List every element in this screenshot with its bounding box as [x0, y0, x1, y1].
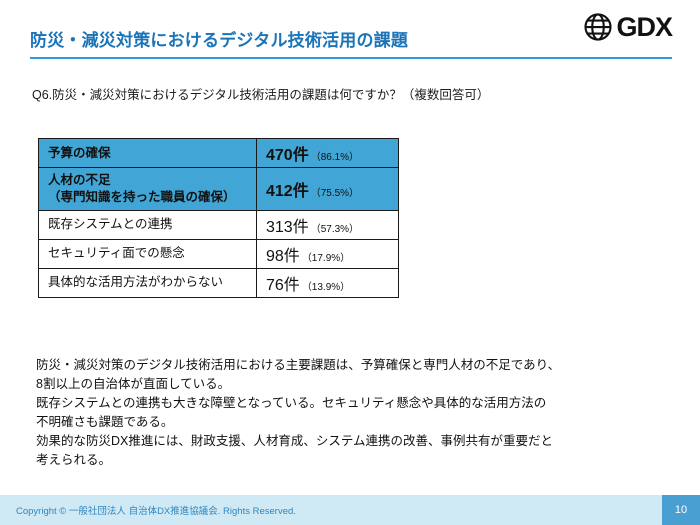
row-value: 313件 （57.3%） [256, 209, 399, 240]
row-label-text: 既存システムとの連携 [48, 217, 173, 232]
summary-line: 考えられる。 [36, 453, 112, 467]
footer: Copyright © 一般社団法人 自治体DX推進協議会. Rights Re… [0, 495, 700, 525]
globe-icon [583, 12, 613, 42]
row-label: 既存システムとの連携 [38, 209, 257, 240]
row-value: 98件 （17.9%） [256, 238, 399, 269]
title-underline [30, 57, 672, 59]
row-count: 98件 [266, 247, 300, 265]
page-title: 防災・減災対策におけるデジタル技術活用の課題 [30, 31, 409, 50]
row-value: 76件 （13.9%） [256, 267, 399, 298]
row-label: セキュリティ面での懸念 [38, 238, 257, 269]
row-count: 313件 [266, 218, 309, 236]
row-label-text: 人材の不足 [48, 173, 111, 187]
gdx-logo: GDX [583, 11, 673, 42]
table-row: セキュリティ面での懸念 98件 （17.9%） [38, 238, 399, 269]
summary-line: 既存システムとの連携も大きな障壁となっている。セキュリティ懸念や具体的な活用方法… [36, 396, 547, 410]
row-value: 412件 （75.5%） [256, 167, 399, 211]
table-row: 具体的な活用方法がわからない 76件 （13.9%） [38, 267, 399, 298]
logo-text: GDX [616, 11, 673, 42]
row-percent: （75.5%） [310, 187, 360, 199]
page-number: 10 [674, 504, 688, 516]
question-text: Q6.防災・減災対策におけるデジタル技術活用の課題は何ですか？（複数回答可） [32, 88, 490, 102]
summary-line: 防災・減災対策のデジタル技術活用における主要課題は、予算確保と専門人材の不足であ… [36, 358, 561, 372]
row-label-text: セキュリティ面での懸念 [48, 246, 185, 261]
row-label-text: 予算の確保 [48, 145, 111, 160]
row-count: 470件 [266, 147, 309, 164]
row-percent: （17.9%） [301, 252, 351, 264]
row-label: 人材の不足 （専門知識を持った職員の確保） [38, 167, 257, 211]
row-label-text: 具体的な活用方法がわからない [48, 275, 224, 290]
row-count: 412件 [266, 182, 309, 200]
header: 防災・減災対策におけるデジタル技術活用の課題 GDX [30, 11, 673, 51]
row-count: 76件 [266, 276, 300, 294]
row-label-subtext: （専門知識を持った職員の確保） [48, 189, 236, 204]
table-row: 予算の確保 470件 （86.1%） [38, 138, 399, 168]
row-percent: （13.9%） [301, 281, 351, 293]
summary-text: 防災・減災対策のデジタル技術活用における主要課題は、予算確保と専門人材の不足であ… [36, 356, 670, 470]
row-value: 470件 （86.1%） [256, 138, 399, 168]
page-number-box: 10 [662, 495, 700, 525]
row-label: 予算の確保 [38, 138, 257, 168]
table-row: 既存システムとの連携 313件 （57.3%） [38, 209, 399, 240]
summary-line: 効果的な防災DX推進には、財政支援、人材育成、システム連携の改善、事例共有が重要… [36, 434, 553, 448]
row-percent: （86.1%） [310, 152, 360, 163]
row-label: 具体的な活用方法がわからない [38, 267, 257, 298]
table-row: 人材の不足 （専門知識を持った職員の確保） 412件 （75.5%） [38, 167, 399, 211]
row-percent: （57.3%） [310, 223, 360, 235]
summary-line: 不明確さも課題である。 [36, 415, 174, 429]
results-table: 予算の確保 470件 （86.1%） 人材の不足 （専門知識を持った職員の確保） … [38, 138, 399, 298]
summary-line: 8割以上の自治体が直面している。 [36, 377, 231, 391]
copyright-text: Copyright © 一般社団法人 自治体DX推進協議会. Rights Re… [16, 506, 296, 517]
